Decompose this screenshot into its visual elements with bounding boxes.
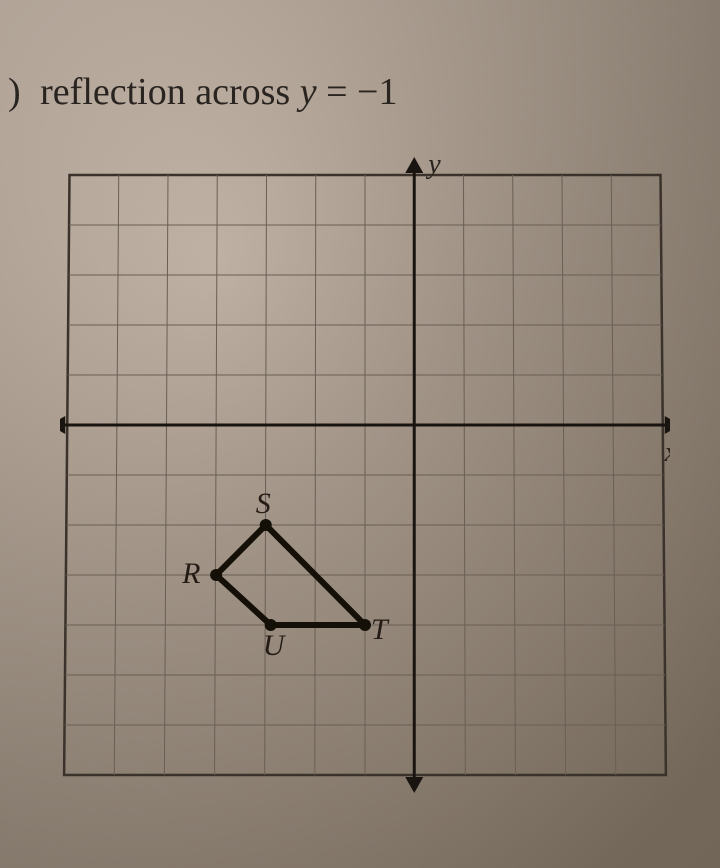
worksheet-page: ) reflection across y = −1 y x R S T U (0, 0, 720, 868)
equation-rhs: −1 (357, 71, 397, 113)
coordinate-grid: y x R S T U (60, 155, 670, 775)
equation-lhs: y (300, 71, 317, 113)
vertex-s (260, 519, 272, 531)
equation-mid: = (317, 71, 357, 113)
grid-svg: y x R S T U (60, 155, 670, 795)
vertex-label-r: R (181, 557, 200, 590)
x-axis-label: x (664, 437, 670, 468)
vertex-t (359, 619, 371, 631)
vertex-label-u: U (263, 629, 287, 662)
problem-text: reflection across (40, 71, 300, 113)
vertex-label-t: T (371, 613, 390, 646)
y-axis-label: y (425, 155, 441, 180)
problem-prefix: ) (8, 71, 21, 113)
vertex-label-s: S (256, 487, 271, 520)
vertex-r (210, 569, 222, 581)
problem-title: ) reflection across y = −1 (8, 70, 397, 114)
